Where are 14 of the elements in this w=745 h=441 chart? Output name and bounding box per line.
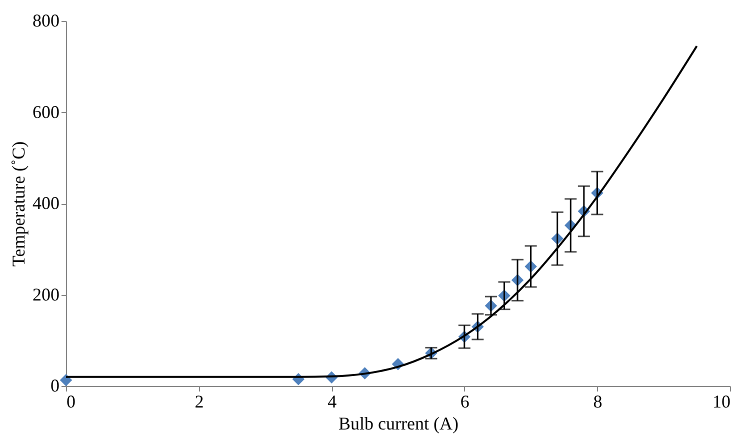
y-tick-label: 200: [32, 284, 60, 304]
y-tick-label: 400: [32, 193, 60, 213]
y-tick-label: 600: [32, 102, 60, 122]
x-tick-label: 6: [460, 392, 470, 412]
x-axis-title: Bulb current (A): [338, 414, 458, 434]
x-tick-label: 10: [712, 392, 730, 412]
x-tick-label: 2: [194, 392, 204, 412]
y-tick-label: 800: [32, 10, 60, 30]
point: [60, 374, 72, 386]
x-tick-label: 4: [328, 392, 337, 412]
y-tick-label: 0: [50, 376, 60, 396]
x-tick-label: 0: [66, 392, 76, 412]
x-tick-label: 8: [593, 392, 602, 412]
y-axis-title: Temperature (˚C): [8, 141, 28, 267]
